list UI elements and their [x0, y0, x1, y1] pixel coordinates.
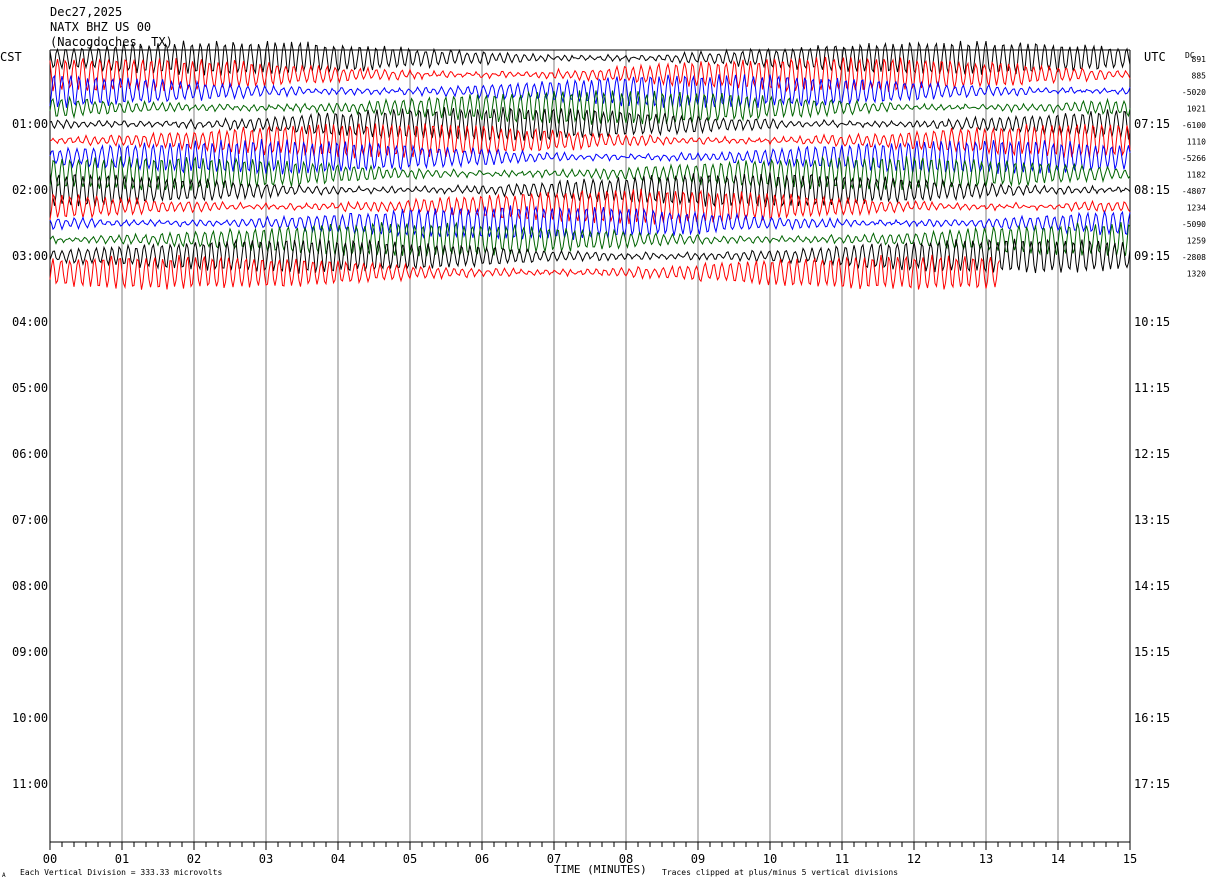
left-time-label: 11:00 [12, 777, 48, 791]
dc-offset-label: 1182 [1187, 171, 1206, 180]
seismic-trace-4 [49, 90, 1131, 125]
dc-offset-label: -6100 [1182, 121, 1206, 130]
header-date: Dec27,2025 [50, 5, 122, 19]
dc-offset-label: -2808 [1182, 253, 1206, 262]
x-tick-label: 03 [259, 852, 273, 866]
x-tick-label: 15 [1123, 852, 1137, 866]
left-time-label: 06:00 [12, 447, 48, 461]
dc-offset-label: 1259 [1187, 237, 1206, 246]
x-tick-label: 07 [547, 852, 561, 866]
left-time-labels: 01:00 02:00 03:00 04:00 05:00 06:00 07:00 08:00… [12, 117, 48, 791]
seismic-trace-3 [49, 74, 1131, 109]
vertical-grid-lines [121, 50, 1059, 842]
x-tick-label: 08 [619, 852, 633, 866]
x-axis-title: TIME (MINUTES) [554, 863, 647, 876]
timezone-right-label: UTC [1144, 50, 1166, 64]
dc-offset-label: -5020 [1182, 88, 1206, 97]
right-time-label: 16:15 [1134, 711, 1170, 725]
x-tick-label: 05 [403, 852, 417, 866]
seismic-trace-10 [49, 188, 1131, 225]
left-time-label: 01:00 [12, 117, 48, 131]
dc-offset-label: -5266 [1182, 154, 1206, 163]
dc-offset-labels: 891 885 -5020 1021 -6100 1110 -5266 1182 -4807 12… [1182, 55, 1206, 279]
clip-note: Traces clipped at plus/minus 5 vertical … [662, 868, 898, 877]
right-time-label: 07:15 [1134, 117, 1170, 131]
left-time-label: 10:00 [12, 711, 48, 725]
scale-note: Each Vertical Division = 333.33 microvol… [20, 868, 222, 877]
x-tick-label: 13 [979, 852, 993, 866]
left-time-label: 05:00 [12, 381, 48, 395]
right-time-label: 10:15 [1134, 315, 1170, 329]
dc-header-label: DC [1185, 51, 1195, 60]
seismic-trace-12 [49, 221, 1131, 257]
seismic-traces [49, 40, 1131, 290]
right-time-label: 11:15 [1134, 381, 1170, 395]
header-station: NATX BHZ US 00 [50, 20, 151, 34]
dc-offset-label: 1021 [1187, 105, 1206, 114]
dc-offset-label: 1320 [1187, 270, 1206, 279]
dc-offset-label: 1110 [1187, 138, 1206, 147]
x-tick-label: 14 [1051, 852, 1065, 866]
x-tick-label: 12 [907, 852, 921, 866]
right-time-label: 12:15 [1134, 447, 1170, 461]
dc-offset-label: -5090 [1182, 220, 1206, 229]
right-time-label: 17:15 [1134, 777, 1170, 791]
right-time-label: 09:15 [1134, 249, 1170, 263]
right-time-labels: 07:15 08:15 09:15 10:15 11:15 12:15 13:15 14:15… [1134, 117, 1170, 791]
seismic-trace-13 [49, 238, 1131, 274]
seismic-trace-1 [49, 40, 1131, 76]
dc-offset-label: 1234 [1187, 204, 1206, 213]
right-time-label: 14:15 [1134, 579, 1170, 593]
x-tick-label: 01 [115, 852, 129, 866]
x-tick-label: 11 [835, 852, 849, 866]
timezone-left-label: CST [0, 50, 22, 64]
left-time-label: 02:00 [12, 183, 48, 197]
dc-offset-label: 885 [1192, 72, 1207, 81]
header-location: (Nacogdoches, TX) [50, 35, 173, 49]
seismic-trace-6 [49, 123, 1131, 159]
seismic-trace-5 [49, 106, 1131, 142]
x-tick-label: 04 [331, 852, 345, 866]
x-axis-ticks: 00 01 02 03 04 05 06 07 08 09 10 11 12 13 14 15 [43, 842, 1137, 866]
right-time-label: 15:15 [1134, 645, 1170, 659]
x-tick-label: 10 [763, 852, 777, 866]
seismic-trace-2 [49, 56, 1131, 93]
seismic-trace-9 [49, 172, 1131, 208]
dc-offset-label: 891 [1192, 55, 1207, 64]
corner-mark: A [2, 872, 6, 879]
left-time-label: 09:00 [12, 645, 48, 659]
left-time-label: 08:00 [12, 579, 48, 593]
seismic-trace-11 [49, 205, 1131, 240]
x-tick-label: 09 [691, 852, 705, 866]
seismic-trace-8 [49, 155, 1131, 191]
seismic-trace-7 [49, 139, 1131, 175]
x-tick-label: 02 [187, 852, 201, 866]
left-time-label: 03:00 [12, 249, 48, 263]
left-time-label: 07:00 [12, 513, 48, 527]
x-tick-label: 00 [43, 852, 57, 866]
dc-offset-label: -4807 [1182, 187, 1206, 196]
right-time-label: 13:15 [1134, 513, 1170, 527]
right-time-label: 08:15 [1134, 183, 1170, 197]
seismic-trace-14 [49, 254, 1000, 290]
x-tick-label: 06 [475, 852, 489, 866]
left-time-label: 04:00 [12, 315, 48, 329]
